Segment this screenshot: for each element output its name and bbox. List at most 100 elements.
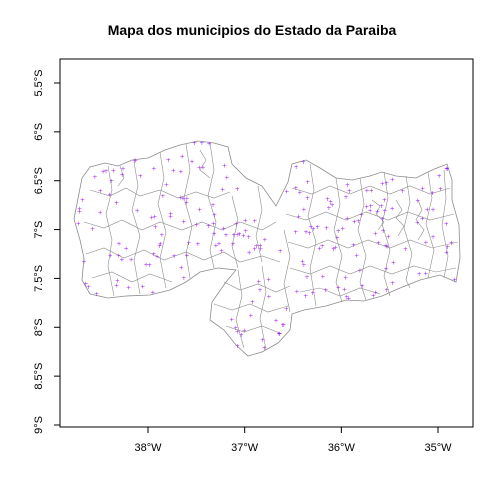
municipality-centroid-marker: +: [382, 197, 387, 204]
municipality-centroid-marker: +: [294, 164, 299, 171]
municipality-centroid-marker: +: [317, 246, 322, 253]
municipality-centroid-marker: +: [247, 249, 252, 256]
municipality-centroid-marker: +: [342, 287, 347, 294]
municipality-centroid-marker: +: [308, 223, 313, 230]
municipality-centroid-marker: +: [184, 252, 189, 259]
municipality-centroid-marker: +: [335, 235, 340, 242]
municipality-centroid-marker: +: [301, 262, 306, 269]
municipality-centroid-marker: +: [86, 284, 91, 291]
y-tick-label: 7.5°S: [33, 265, 45, 292]
municipality-centroid-marker: +: [107, 192, 112, 199]
municipality-centroid-marker: +: [347, 188, 352, 195]
municipality-centroid-marker: +: [310, 290, 315, 297]
municipality-boundary: [259, 265, 267, 351]
municipality-centroid-marker: +: [305, 195, 310, 202]
municipality-centroid-marker: +: [445, 244, 450, 251]
municipality-centroid-marker: +: [219, 248, 224, 255]
municipality-centroid-marker: +: [151, 251, 156, 258]
municipality-centroid-marker: +: [281, 322, 286, 329]
municipality-centroid-marker: +: [380, 216, 385, 223]
municipality-centroid-marker: +: [172, 253, 177, 260]
municipality-centroid-marker: +: [352, 218, 357, 225]
municipality-centroid-marker: +: [76, 220, 81, 227]
municipality-boundary: [83, 219, 277, 231]
municipality-centroid-marker: +: [437, 173, 442, 180]
municipality-centroid-marker: +: [94, 291, 99, 298]
municipality-boundary: [395, 199, 405, 237]
municipality-centroid-marker: +: [326, 205, 331, 212]
municipality-centroid-marker: +: [222, 163, 227, 170]
municipality-centroid-marker: +: [390, 176, 395, 183]
municipality-centroid-marker: +: [166, 157, 171, 164]
municipality-centroid-marker: +: [258, 246, 263, 253]
municipality-centroid-marker: +: [111, 167, 116, 174]
municipality-boundary: [283, 229, 291, 313]
municipality-centroid-marker: +: [254, 243, 259, 250]
y-tick-label: 6°S: [33, 123, 45, 141]
municipality-centroid-marker: +: [384, 287, 389, 294]
municipality-centroid-marker: +: [235, 186, 240, 193]
municipality-centroid-marker: +: [104, 168, 109, 175]
municipality-centroid-marker: +: [415, 197, 420, 204]
municipality-centroid-marker: +: [379, 203, 384, 210]
municipality-centroid-marker: +: [360, 283, 365, 290]
municipality-centroid-marker: +: [252, 246, 257, 253]
municipality-centroid-marker: +: [256, 279, 261, 286]
municipality-centroid-marker: +: [258, 287, 263, 294]
municipality-centroid-marker: +: [246, 234, 251, 241]
municipality-boundary: [255, 185, 263, 263]
x-tick-label: 36°W: [328, 442, 356, 454]
municipality-centroid-marker: +: [197, 164, 202, 171]
municipality-centroid-marker: +: [234, 221, 239, 228]
municipality-centroid-marker: +: [343, 274, 348, 281]
municipality-centroid-marker: +: [384, 266, 389, 273]
municipality-centroid-marker: +: [258, 242, 263, 249]
municipality-centroid-marker: +: [449, 240, 454, 247]
municipality-boundary: [333, 177, 343, 303]
municipality-centroid-marker: +: [293, 185, 298, 192]
municipality-centroid-marker: +: [114, 200, 119, 207]
y-axis: 5.5°S 6°S 6.5°S 7°S 7.5°S 8°S 8.5°S 9°S: [33, 69, 60, 434]
municipality-centroid-marker: +: [180, 154, 185, 161]
municipality-centroid-marker: +: [82, 259, 87, 266]
municipality-centroid-marker: +: [294, 289, 299, 296]
municipality-centroid-marker: +: [304, 229, 309, 236]
municipality-boundary: [213, 303, 289, 313]
municipality-boundary: [199, 149, 211, 179]
municipality-centroid-marker: +: [133, 157, 138, 164]
municipality-centroid-marker: +: [211, 220, 216, 227]
municipality-centroid-marker: +: [115, 277, 120, 284]
municipality-centroid-marker: +: [277, 331, 282, 338]
municipality-centroid-marker: +: [140, 283, 145, 290]
municipality-centroid-marker: +: [266, 277, 271, 284]
x-tick-label: 38°W: [134, 442, 162, 454]
municipality-centroid-marker: +: [325, 196, 330, 203]
municipality-centroid-marker: +: [304, 274, 309, 281]
plot-title: Mapa dos municipios do Estado da Paraiba: [107, 22, 397, 38]
municipality-centroid-marker: +: [380, 181, 385, 188]
municipality-centroid-marker: +: [351, 242, 356, 249]
municipality-centroid-marker: +: [233, 325, 238, 332]
municipality-centroid-marker: +: [206, 223, 211, 230]
municipality-centroid-marker: +: [311, 226, 316, 233]
municipality-centroid-marker: +: [158, 241, 163, 248]
municipality-centroid-marker: +: [252, 218, 257, 225]
municipality-centroid-marker: +: [124, 246, 129, 253]
municipality-centroid-marker: +: [138, 173, 143, 180]
municipality-centroid-marker: +: [200, 165, 205, 172]
municipality-centroid-marker: +: [159, 232, 164, 239]
municipality-centroid-marker: +: [346, 296, 351, 303]
municipality-boundary: [183, 143, 193, 279]
municipality-centroid-marker: +: [320, 243, 325, 250]
municipality-boundary: [117, 165, 125, 187]
municipality-centroid-marker: +: [77, 206, 82, 213]
municipality-centroid-marker: +: [235, 328, 240, 335]
municipality-boundary: [225, 325, 283, 335]
municipality-centroid-marker: +: [221, 225, 226, 232]
municipality-centroid-marker: +: [384, 243, 389, 250]
municipality-centroid-marker: +: [192, 140, 197, 147]
municipality-centroid-marker: +: [229, 316, 234, 323]
municipality-centroid-marker: +: [301, 207, 306, 214]
municipality-centroid-marker: +: [150, 290, 155, 297]
municipality-boundary: [291, 185, 451, 195]
